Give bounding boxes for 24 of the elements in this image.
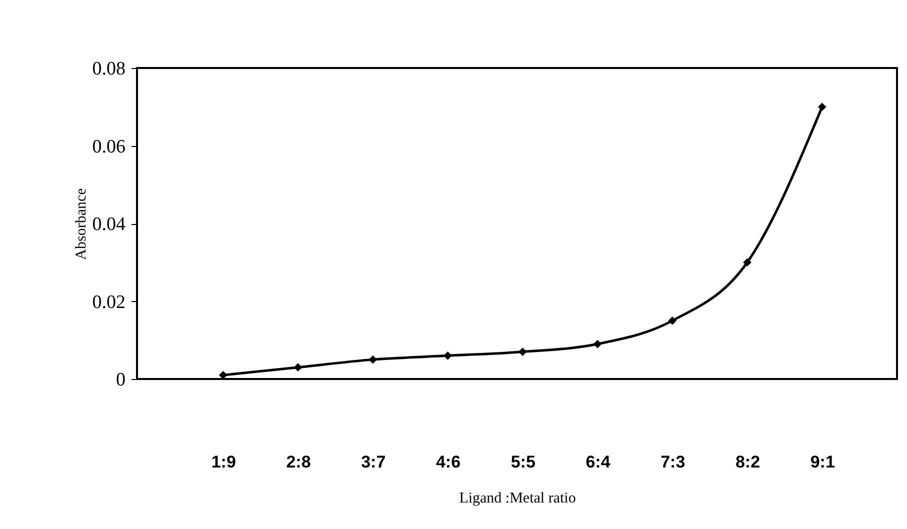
point [668,316,677,325]
point [818,102,826,112]
x-tick-label: 3:7 [361,452,386,472]
point [743,258,752,267]
x-tick-label: 6:4 [586,452,611,472]
y-tick-label: 0.04 [92,214,126,235]
point [518,348,527,356]
x-tick-label: 5:5 [510,452,536,472]
x-tick-label: 2:8 [286,452,311,472]
y-axis-title: Absorbance [73,188,90,260]
y-tick-label: 0.06 [92,136,126,158]
point [444,351,452,360]
x-tick-label: 8:2 [735,452,760,472]
x-axis-title: Ligand :Metal ratio [459,490,576,506]
x-tick-label: 1:9 [211,452,236,472]
y-tick-label: 0.08 [92,58,126,80]
x-tick-label: 7:3 [660,452,686,472]
x-tick-label: 4:6 [436,452,461,472]
point [593,340,602,348]
y-tick-label: 0.02 [92,292,126,313]
point [368,355,378,364]
x-tick-label: 9:1 [810,452,835,472]
point [294,363,302,372]
y-tick-label: 0 [116,370,126,390]
